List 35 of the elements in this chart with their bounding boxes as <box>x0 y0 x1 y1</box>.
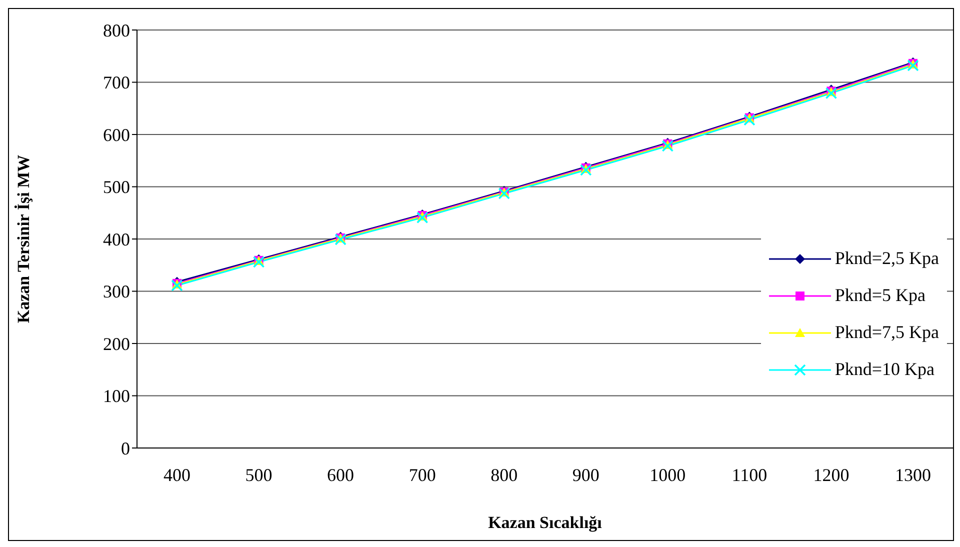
x-tick-label: 1200 <box>813 464 850 485</box>
x-tick-label: 1300 <box>895 464 931 485</box>
x-tick-label: 900 <box>572 464 600 485</box>
point <box>662 140 674 152</box>
y-tick-label: 800 <box>103 20 130 40</box>
x-tick-label: 500 <box>245 464 272 485</box>
x-tick-label: 800 <box>490 464 518 485</box>
y-axis-title: Kazan Tersinir İşi MW <box>14 154 34 324</box>
x-tick-label: 700 <box>408 464 436 485</box>
y-tick-label: 400 <box>103 229 130 250</box>
legend-label: Pknd=5 Kpa <box>834 285 926 306</box>
x-tick-label: 400 <box>164 464 190 485</box>
point <box>334 234 346 246</box>
point <box>416 212 428 224</box>
point <box>580 164 592 176</box>
y-tick-label: 200 <box>103 334 130 354</box>
legend-label: Pknd=10 Kpa <box>834 359 934 380</box>
point <box>825 87 838 100</box>
y-tick-label: 500 <box>103 177 130 198</box>
legend-label: Pknd=2,5 Kpa <box>834 248 939 269</box>
y-tick-label: 0 <box>121 438 130 458</box>
y-tick-label: 600 <box>103 124 130 145</box>
point <box>171 280 183 292</box>
y-tick-label: 100 <box>103 386 130 406</box>
x-tick-label: 1100 <box>732 464 768 485</box>
y-tick-label: 700 <box>103 72 130 93</box>
point <box>907 60 919 72</box>
x-axis-title: Kazan Sıcaklığı <box>488 513 602 532</box>
point <box>498 188 510 200</box>
x-tick-label: 1000 <box>650 464 686 485</box>
point <box>252 256 265 268</box>
point <box>744 114 756 126</box>
legend-label: Pknd=7,5 Kpa <box>834 322 939 343</box>
y-tick-label: 300 <box>103 282 130 302</box>
x-tick-label: 600 <box>327 464 354 485</box>
